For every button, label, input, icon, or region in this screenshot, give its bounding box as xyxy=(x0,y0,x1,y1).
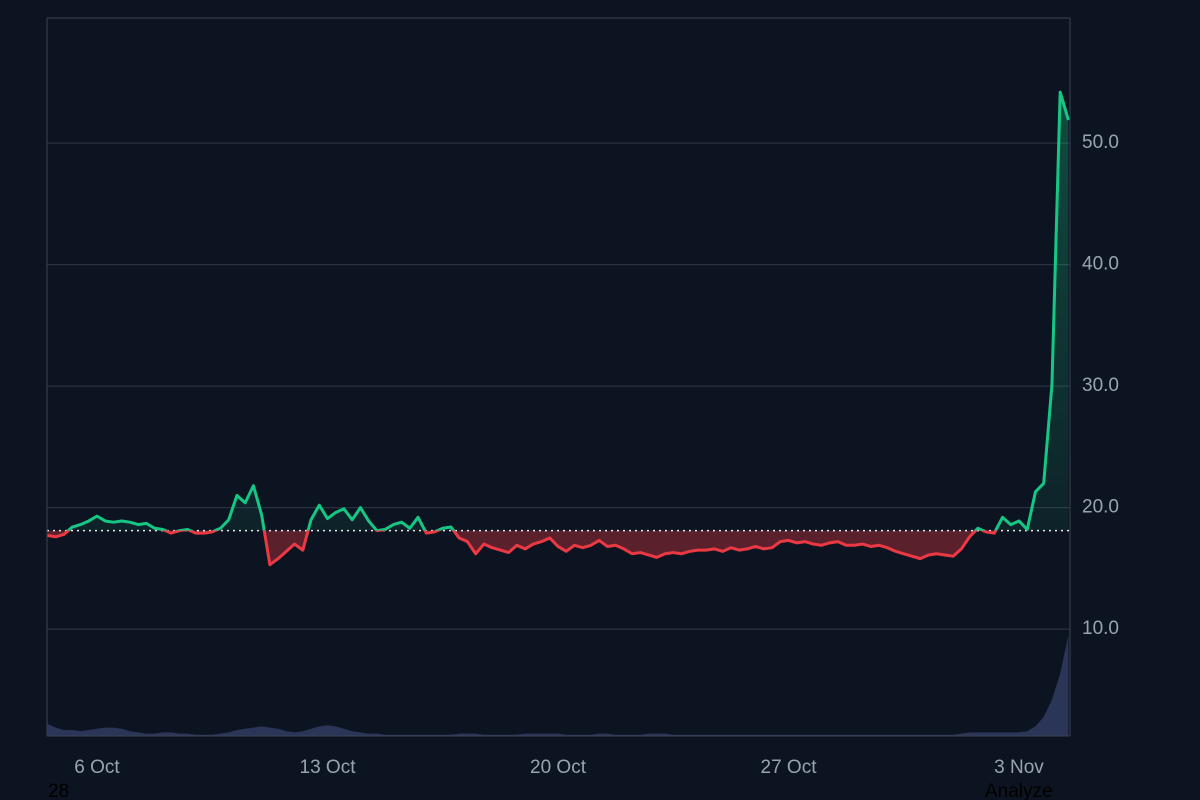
y-tick-label: 30.0 xyxy=(1082,375,1119,396)
x-tick-label: 13 Oct xyxy=(300,757,357,778)
plot: 10.0 20.0 30.0 40.0 50.0 6 Oct 13 Oct 20 Oct 27 … xyxy=(47,90,1119,778)
y-tick-label: 40.0 xyxy=(1082,254,1119,275)
footer-right[interactable]: Analyze xyxy=(985,781,1053,800)
x-tick-label: 27 Oct xyxy=(761,757,818,778)
x-tick-label: 3 Nov xyxy=(994,757,1044,778)
plot-area xyxy=(47,90,1070,736)
y-tick-label: 10.0 xyxy=(1082,618,1119,639)
y-tick-label: 20.0 xyxy=(1082,497,1119,518)
price-line xyxy=(47,90,1070,567)
footer-left: 28 xyxy=(48,781,69,800)
x-tick-label: 6 Oct xyxy=(74,757,120,778)
y-tick-label: 50.0 xyxy=(1082,132,1119,153)
x-tick-label: 20 Oct xyxy=(530,757,587,778)
